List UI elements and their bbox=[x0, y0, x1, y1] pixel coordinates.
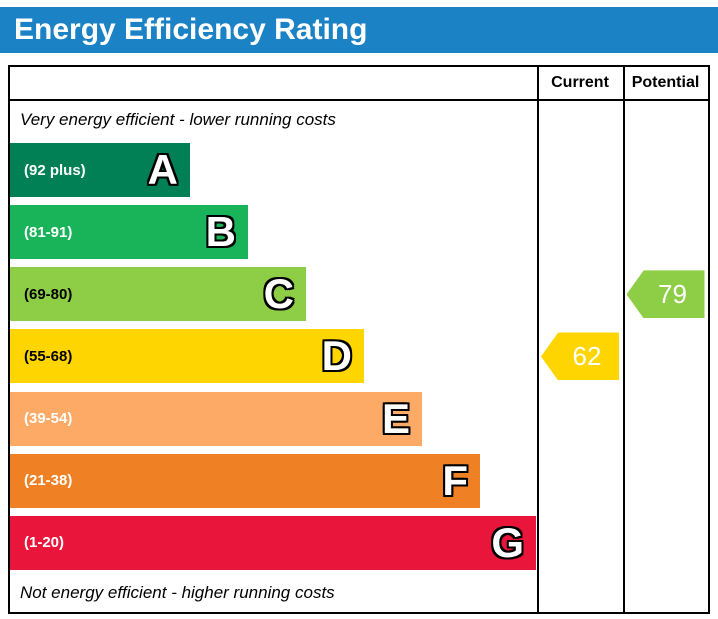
current-rating-value: 62 bbox=[572, 340, 602, 371]
band-d-letter: D bbox=[321, 332, 352, 380]
band-c-range: (69-80) bbox=[24, 285, 73, 303]
bottom-note: Not energy efficient - higher running co… bbox=[20, 582, 335, 602]
page-title-bar: Energy Efficiency Rating bbox=[0, 7, 718, 53]
band-f-range: (21-38) bbox=[24, 472, 73, 490]
band-row-b: (81-91) B bbox=[10, 201, 537, 263]
band-b-letter: B bbox=[205, 208, 236, 256]
potential-column bbox=[623, 67, 708, 612]
band-a: (92 plus) A bbox=[10, 143, 190, 198]
band-row-d: (55-68) D bbox=[10, 325, 537, 387]
top-note: Very energy efficient - lower running co… bbox=[20, 110, 336, 129]
band-c: (69-80) C bbox=[10, 267, 306, 322]
band-c-letter: C bbox=[263, 270, 294, 318]
band-row-g: (1-20) G bbox=[10, 512, 537, 574]
energy-rating-chart: Current Potential Very energy efficient … bbox=[8, 65, 710, 614]
band-row-e: (39-54) E bbox=[10, 388, 537, 450]
current-column bbox=[537, 67, 623, 612]
band-f: (21-38) F bbox=[10, 453, 480, 508]
band-f-letter: F bbox=[442, 456, 468, 504]
band-g: (1-20) G bbox=[10, 515, 536, 570]
band-row-f: (21-38) F bbox=[10, 450, 537, 512]
current-rating-arrow: 62 bbox=[541, 332, 619, 381]
band-d: (55-68) D bbox=[10, 329, 364, 384]
current-rating-cell: 62 bbox=[537, 325, 623, 387]
band-b-range: (81-91) bbox=[24, 223, 73, 241]
band-a-letter: A bbox=[147, 146, 178, 194]
band-a-range: (92 plus) bbox=[24, 161, 86, 179]
band-b: (81-91) B bbox=[10, 205, 248, 260]
potential-rating-value: 79 bbox=[658, 278, 687, 309]
band-e-range: (39-54) bbox=[24, 410, 73, 428]
page-title: Energy Efficiency Rating bbox=[14, 13, 368, 46]
potential-rating-arrow: 79 bbox=[626, 270, 705, 319]
band-e: (39-54) E bbox=[10, 391, 422, 446]
potential-rating-cell: 79 bbox=[623, 263, 708, 325]
band-row-a: (92 plus) A bbox=[10, 139, 537, 201]
band-g-letter: G bbox=[491, 518, 524, 566]
band-e-letter: E bbox=[381, 394, 410, 442]
chart-header-spacer bbox=[10, 67, 537, 101]
band-g-range: (1-20) bbox=[24, 534, 65, 552]
current-column-header: Current bbox=[537, 67, 623, 101]
band-d-range: (55-68) bbox=[24, 347, 73, 365]
band-row-c: (69-80) C bbox=[10, 263, 537, 325]
potential-column-header: Potential bbox=[623, 67, 708, 101]
